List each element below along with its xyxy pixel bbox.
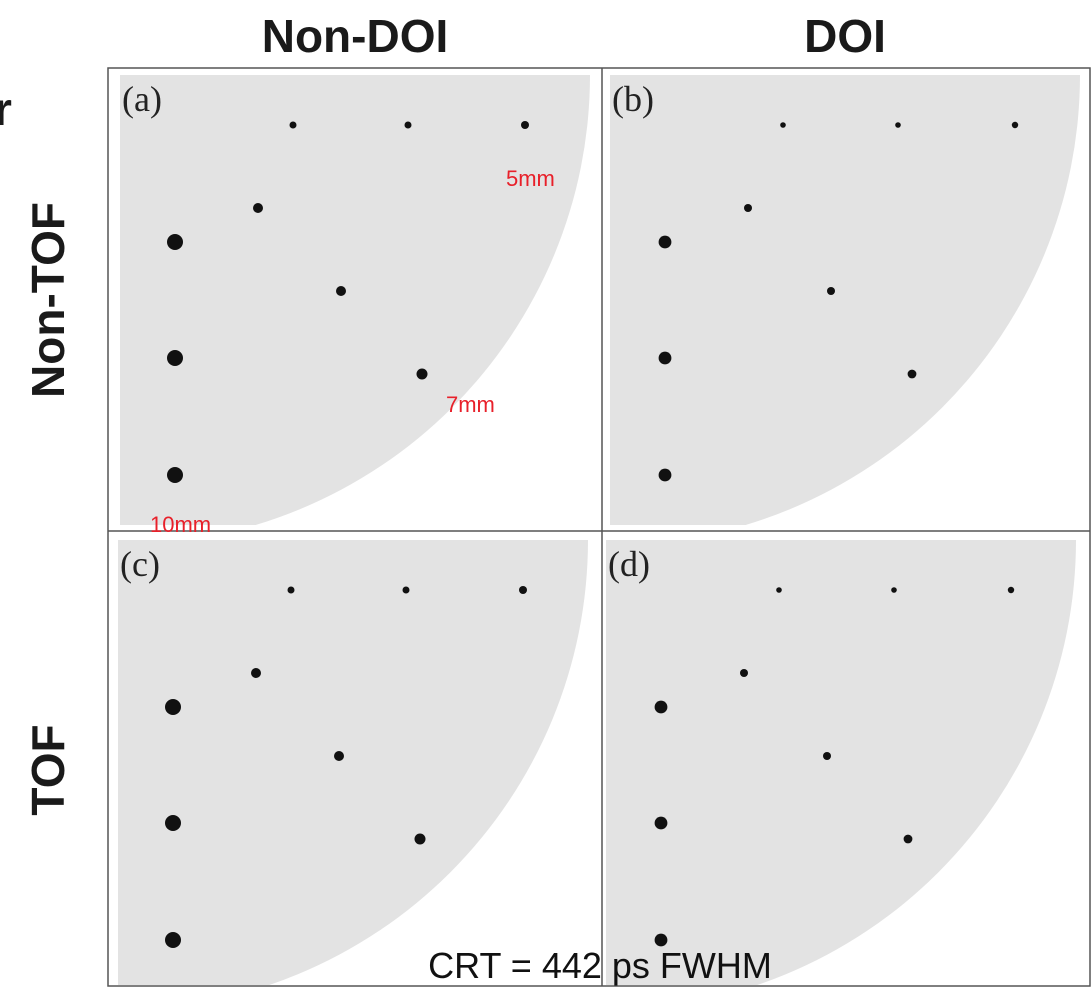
hot-spot	[1007, 586, 1015, 594]
column-header: Non-DOI	[262, 10, 449, 62]
hot-spot	[167, 234, 183, 250]
hot-spot	[289, 121, 297, 129]
panel-label: (c)	[120, 544, 160, 584]
hot-spot	[167, 350, 183, 366]
hot-spot	[414, 833, 426, 845]
hot-spot	[823, 752, 831, 760]
hot-spot	[658, 468, 672, 482]
hot-spot	[658, 351, 672, 365]
hot-spot	[251, 668, 261, 678]
phantom-disk	[118, 540, 588, 985]
panel-label: (d)	[608, 544, 650, 584]
hot-spot	[903, 834, 913, 844]
hot-spot	[744, 204, 752, 212]
hot-spot	[907, 369, 917, 379]
image-panel	[606, 540, 1076, 985]
hot-spot	[740, 669, 748, 677]
hot-spot	[654, 933, 668, 947]
hot-spot	[658, 235, 672, 249]
panel-label: (a)	[122, 79, 162, 119]
hot-spot	[1011, 121, 1019, 129]
phantom-disk	[120, 75, 590, 525]
hot-spot	[521, 121, 529, 129]
hot-spot	[334, 751, 344, 761]
annotation: 7mm	[446, 392, 495, 417]
row-header: Non-TOF	[22, 202, 74, 398]
image-panel	[120, 75, 590, 525]
hot-spot	[519, 586, 527, 594]
hot-spot	[165, 699, 181, 715]
hot-spot	[165, 815, 181, 831]
hot-spot	[776, 587, 782, 593]
column-header: DOI	[804, 10, 886, 62]
cropped-letter: r	[0, 83, 12, 135]
hot-spot	[167, 467, 183, 483]
hot-spot	[895, 122, 901, 128]
hot-spot	[253, 203, 263, 213]
grid-frame	[107, 67, 1091, 987]
phantom-disk	[610, 75, 1080, 525]
annotation: 5mm	[506, 166, 555, 191]
hot-spot	[654, 816, 668, 830]
hot-spot	[654, 700, 668, 714]
hot-spot	[165, 932, 181, 948]
hot-spot	[780, 122, 786, 128]
hot-spot	[404, 121, 412, 129]
hot-spot	[891, 587, 897, 593]
annotation: 10mm	[150, 512, 211, 537]
phantom-disk	[606, 540, 1076, 985]
hot-spot	[827, 287, 835, 295]
row-header: TOF	[22, 724, 74, 815]
hot-spot	[416, 368, 428, 380]
hot-spot	[287, 586, 295, 594]
hot-spot	[336, 286, 346, 296]
footer: CRT = 442 ps FWHM	[428, 945, 772, 986]
image-panel	[118, 540, 588, 985]
image-panel	[610, 75, 1080, 525]
panel-label: (b)	[612, 79, 654, 119]
hot-spot	[402, 586, 410, 594]
